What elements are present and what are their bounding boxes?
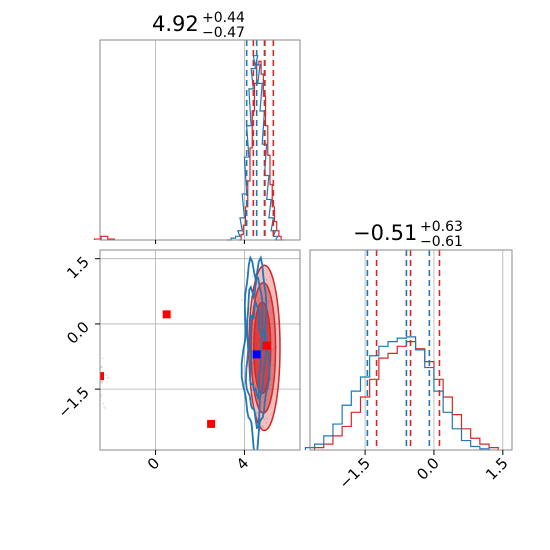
joint-sample-point xyxy=(263,297,265,300)
joint-sample-point xyxy=(105,374,107,377)
param1-hist-background xyxy=(100,40,300,240)
joint-truth-marker xyxy=(100,372,104,381)
param2-xtick-label: 0.0 xyxy=(413,454,443,484)
joint-xtick-label: 0 xyxy=(144,454,163,473)
joint-truth-marker xyxy=(207,419,216,428)
joint-ytick-label: 0.0 xyxy=(63,318,93,348)
joint-contour-panel: 0 4 1.5 0.0 −1.5 xyxy=(54,249,301,474)
joint-truth-marker xyxy=(92,376,100,384)
joint-sample-point xyxy=(257,296,260,299)
param1-hist-series-a xyxy=(226,55,280,241)
joint-sample-point xyxy=(105,380,108,383)
param2-hist-series-a xyxy=(304,336,490,450)
param1-title-plus: +0.44 xyxy=(202,10,245,26)
joint-sample-point xyxy=(266,393,269,396)
param2-hist-frame xyxy=(309,249,513,451)
joint-sample-point xyxy=(103,406,106,408)
joint-truth-marker xyxy=(262,341,271,350)
joint-ytick-label: 1.5 xyxy=(63,253,93,283)
joint-sample-point xyxy=(100,366,102,368)
param1-title: 4.92 +0.44 −0.47 xyxy=(152,10,245,41)
param1-histogram-panel xyxy=(93,39,301,244)
joint-sample-point xyxy=(262,396,264,398)
joint-sample-point xyxy=(97,392,99,394)
joint-sample-point xyxy=(253,381,256,384)
joint-contour-a xyxy=(244,275,267,430)
param2-title-value: −0.51 xyxy=(353,221,417,245)
joint-sample-point xyxy=(92,397,94,399)
param1-title-value: 4.92 xyxy=(152,12,199,36)
joint-contour-a xyxy=(240,255,271,450)
param2-title-minus: −0.61 xyxy=(420,234,463,250)
joint-sample-point xyxy=(98,393,100,395)
joint-sample-point xyxy=(243,365,246,368)
joint-sample-point xyxy=(108,376,110,379)
joint-sample-point xyxy=(271,349,273,352)
joint-sample-point xyxy=(269,384,272,387)
joint-sample-point xyxy=(265,422,268,424)
param1-hist-series-b xyxy=(238,60,284,241)
joint-sample-point xyxy=(101,381,104,384)
param1-hist-frame xyxy=(99,39,301,241)
joint-sample-point xyxy=(257,300,260,303)
joint-sample-point xyxy=(241,299,243,302)
joint-sample-point xyxy=(101,357,104,360)
joint-estimate-marker xyxy=(252,350,261,359)
joint-sample-point xyxy=(268,300,270,303)
joint-sample-point xyxy=(263,418,266,421)
joint-sample-point xyxy=(261,425,264,427)
joint-xtick-label: 4 xyxy=(233,454,252,473)
joint-sample-point xyxy=(272,347,275,350)
joint-sample-point xyxy=(96,410,98,412)
joint-frame xyxy=(99,249,301,451)
joint-sample-point xyxy=(101,366,104,368)
joint-sample-point xyxy=(92,415,94,417)
joint-plot-area xyxy=(92,250,300,450)
joint-sample-point xyxy=(251,389,254,392)
joint-sample-point xyxy=(254,385,257,388)
joint-contour-a xyxy=(249,299,263,402)
joint-sample-point xyxy=(102,402,105,405)
param1-title-minus: −0.47 xyxy=(202,25,245,41)
param2-xtick-label: 1.5 xyxy=(482,454,512,484)
param2-title: −0.51 +0.63 −0.61 xyxy=(353,219,463,250)
joint-sample-point xyxy=(272,364,275,366)
joint-sample-point xyxy=(96,408,98,410)
joint-sample-point xyxy=(247,379,250,381)
param2-histogram-panel: −1.5 0.0 1.5 xyxy=(304,249,513,493)
joint-sample-point xyxy=(266,399,269,401)
joint-sample-point xyxy=(265,278,268,281)
joint-sample-point xyxy=(93,401,95,403)
joint-sample-point xyxy=(266,417,269,420)
param2-xtick-label: −1.5 xyxy=(335,454,373,492)
joint-ytick-label: −1.5 xyxy=(54,383,92,421)
param2-title-plus: +0.63 xyxy=(420,219,463,235)
joint-sample-point xyxy=(252,328,254,330)
joint-sample-point xyxy=(252,371,255,374)
joint-truth-marker xyxy=(162,310,171,319)
joint-sample-point xyxy=(261,426,264,429)
joint-sample-point xyxy=(261,401,264,403)
joint-sample-point xyxy=(101,380,104,383)
joint-sample-point xyxy=(104,407,107,410)
joint-sample-point xyxy=(101,381,104,384)
joint-sample-point xyxy=(271,312,273,315)
joint-sample-point xyxy=(251,275,254,278)
joint-sample-point xyxy=(255,411,258,414)
joint-sample-point xyxy=(100,393,103,396)
joint-sample-point xyxy=(106,376,109,379)
param1-hist-series-b-tail xyxy=(93,235,116,240)
